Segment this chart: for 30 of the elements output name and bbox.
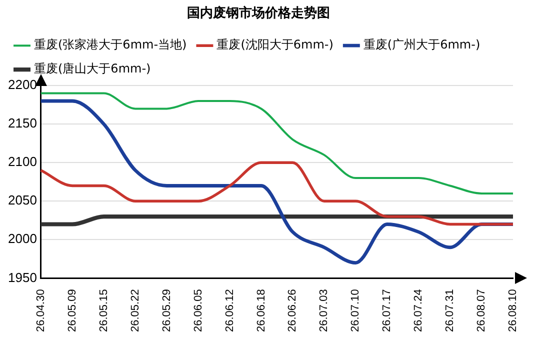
y-tick-label: 2100 bbox=[8, 154, 37, 170]
y-tick-label: 2050 bbox=[8, 192, 37, 208]
y-tick-label: 2200 bbox=[8, 77, 37, 92]
x-tick-label: 26.05.29 bbox=[160, 289, 173, 332]
legend-label: 重废(唐山大于6mm-) bbox=[34, 62, 151, 76]
y-tick-label: 2150 bbox=[8, 116, 37, 131]
chart-title: 国内废钢市场价格走势图 bbox=[187, 5, 330, 22]
x-tick-label: 26.06.26 bbox=[286, 289, 299, 332]
x-tick-label: 26.08.10 bbox=[507, 289, 520, 332]
x-tick-label: 26.08.07 bbox=[476, 289, 488, 332]
x-tick-label: 26.07.31 bbox=[444, 289, 456, 332]
line-series bbox=[39, 99, 515, 264]
x-tick-label: 26.05.09 bbox=[66, 289, 78, 332]
legend-label: 重废(张家港大于6mm-当地) bbox=[34, 38, 187, 52]
line-series bbox=[40, 92, 514, 194]
y-tick-label: 1950 bbox=[8, 270, 37, 285]
x-tick-label: 26.07.24 bbox=[412, 289, 425, 332]
y-tick-label: 2000 bbox=[8, 231, 37, 246]
x-tick-label: 26.06.18 bbox=[255, 289, 268, 332]
x-tick-label: 26.06.12 bbox=[224, 289, 236, 332]
x-tick-label: 26.06.05 bbox=[192, 289, 204, 332]
legend-label: 重废(广州大于6mm-) bbox=[363, 38, 480, 52]
x-tick-label: 26.07.10 bbox=[350, 289, 362, 332]
x-tick-label: 26.05.22 bbox=[129, 289, 142, 332]
x-tick-label: 26.04.30 bbox=[34, 289, 47, 332]
line-series bbox=[40, 161, 514, 226]
x-tick-label: 26.05.15 bbox=[98, 289, 110, 332]
legend-label: 重废(沈阳大于6mm-) bbox=[216, 38, 334, 52]
x-tick-label: 26.07.03 bbox=[318, 289, 330, 332]
x-tick-label: 26.07.17 bbox=[381, 289, 394, 332]
